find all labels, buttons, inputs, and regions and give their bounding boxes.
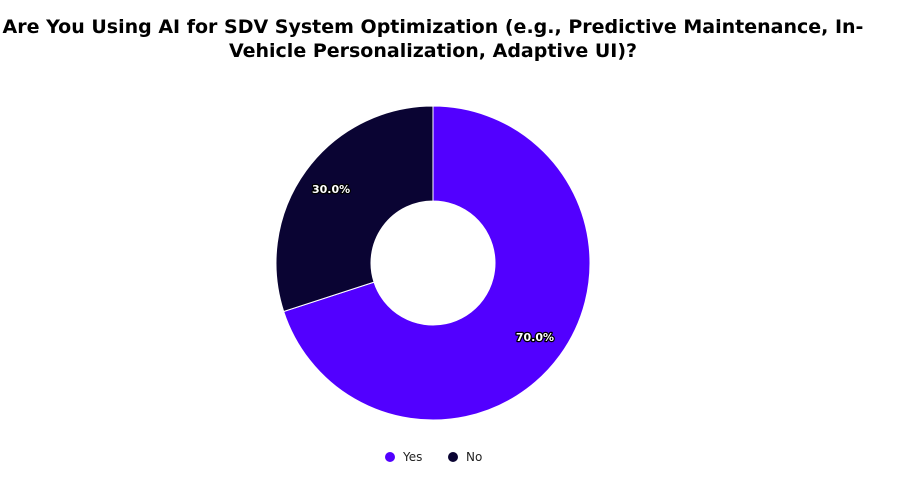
legend-marker [385,452,395,462]
donut-slice [275,105,434,313]
legend-marker [448,452,458,462]
donut-slice [283,105,591,421]
legend-label: No [466,450,482,464]
legend-label: Yes [402,450,422,464]
value-label: 30.0% [312,183,350,196]
chart-title: Vehicle Personalization, Adaptive UI)? [229,40,637,62]
value-label: 70.0% [516,331,554,344]
chart-title: Are You Using AI for SDV System Optimiza… [3,16,864,38]
